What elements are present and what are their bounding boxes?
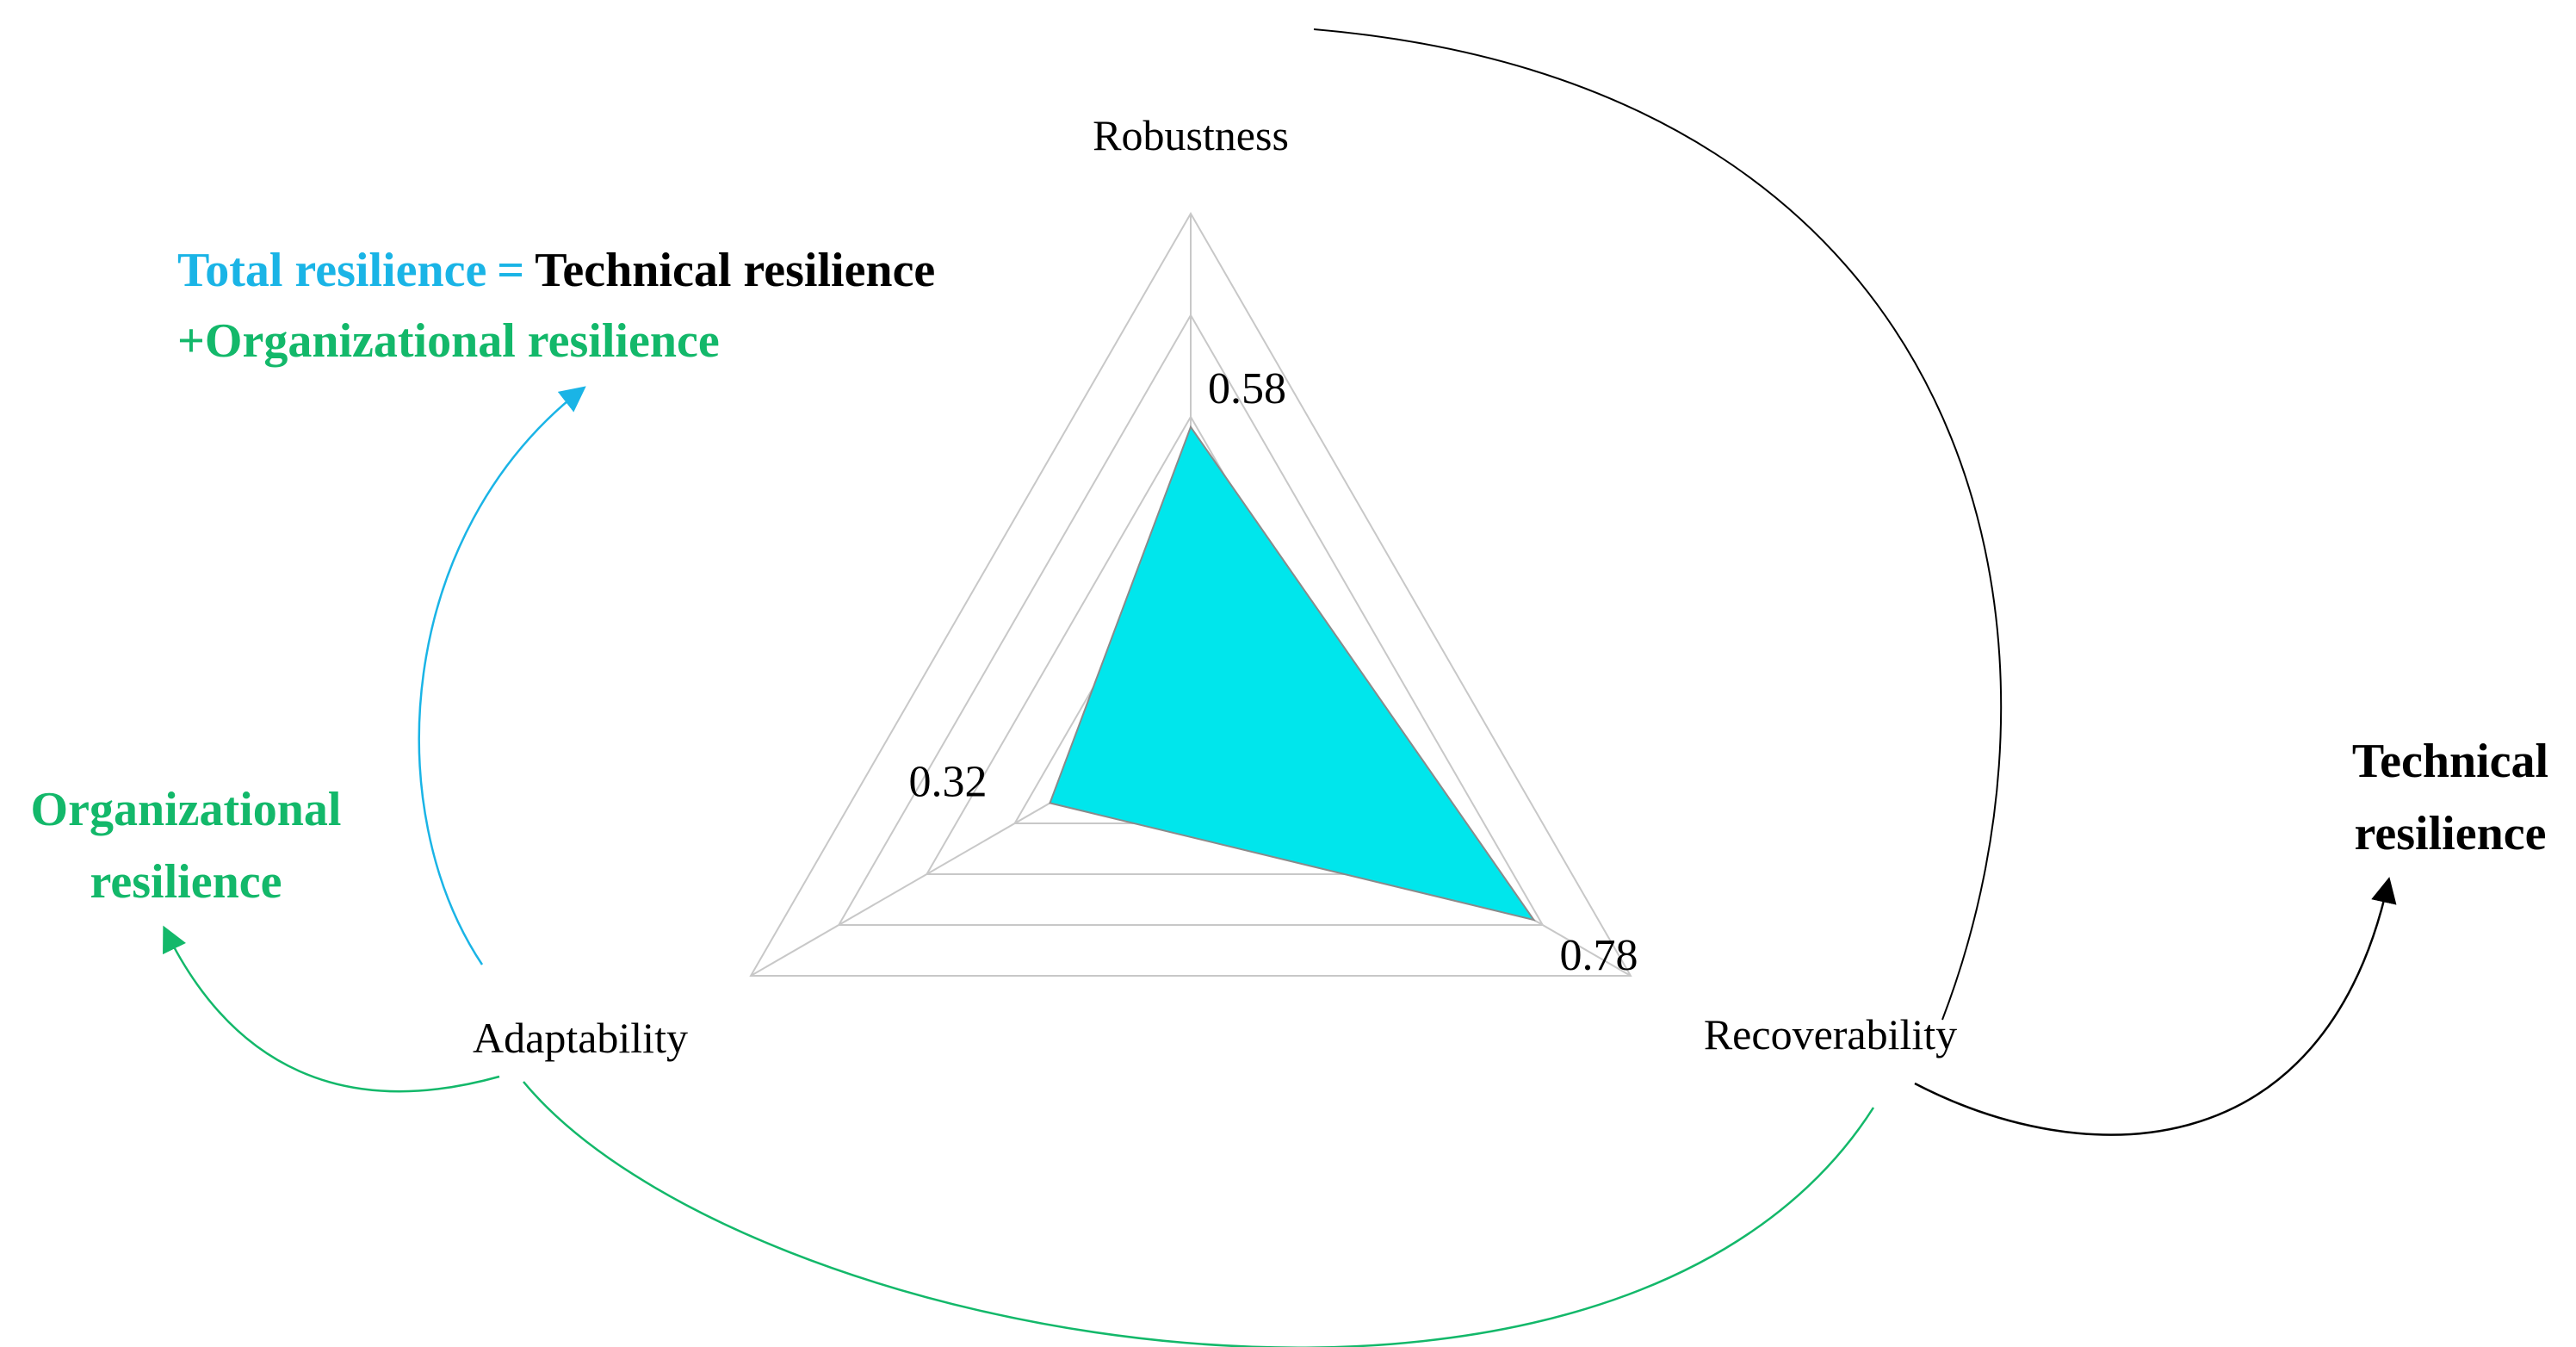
value-label-recoverability: 0.78 bbox=[1560, 931, 1638, 980]
radar-chart: Robustness Recoverability Adaptability 0.58… bbox=[473, 111, 1957, 1062]
total-resilience-text: Total resilience bbox=[177, 244, 486, 297]
grid-ring-5 bbox=[749, 211, 1632, 977]
technical-label-line2: resilience bbox=[2355, 807, 2547, 860]
value-label-robustness: 0.58 bbox=[1208, 364, 1286, 413]
value-label-adaptability: 0.32 bbox=[908, 757, 987, 806]
total-resilience-arrow bbox=[418, 386, 586, 965]
technical-resilience-arrow bbox=[1914, 877, 2397, 1136]
axis-label-robustness: Robustness bbox=[1093, 111, 1289, 159]
equation-line-1: Total resilience = Technical resilience bbox=[177, 244, 935, 297]
technical-label-line1: Technical bbox=[2352, 735, 2548, 788]
data-polygon bbox=[1049, 425, 1536, 922]
robustness-recoverability-arc bbox=[1313, 28, 2003, 1021]
grid-ring-4 bbox=[837, 313, 1545, 926]
technical-resilience-text: Technical resilience bbox=[535, 244, 935, 297]
axis-label-recoverability: Recoverability bbox=[1704, 1010, 1957, 1058]
organizational-resilience-term: +Organizational resilience bbox=[177, 314, 720, 368]
organizational-label-line1: Organizational bbox=[31, 783, 342, 836]
axis-label-adaptability: Adaptability bbox=[473, 1014, 688, 1062]
adaptability-recoverability-arc bbox=[523, 1081, 1875, 1347]
organizational-label-line2: resilience bbox=[90, 855, 282, 909]
equals-sign: = bbox=[497, 244, 524, 297]
organizational-resilience-arrow bbox=[163, 925, 500, 1093]
